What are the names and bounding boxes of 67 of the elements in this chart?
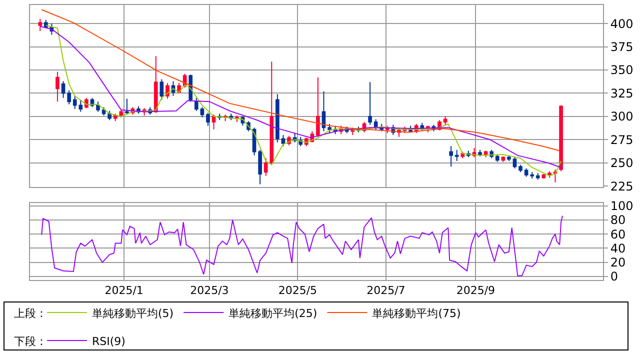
candlestick [258,149,262,185]
candlestick [113,113,118,122]
x-tick-label: 2025/9 [456,284,496,298]
y-tick-label: 375 [610,40,634,54]
text: RSI(9) [92,334,126,348]
y-tick-label: 250 [610,156,634,170]
y-tick-label: 350 [610,63,634,78]
candlestick [67,90,71,105]
candlestick [61,80,66,98]
candlestick [108,110,112,121]
candlestick [212,114,216,130]
y-tick-label: 400 [610,16,634,31]
candlestick [154,56,158,114]
candlestick [96,101,100,112]
y-tick-label: 100 [610,199,634,214]
candlestick [449,146,453,168]
candlestick [316,76,320,138]
y-tick-label: 80 [610,213,626,228]
candlestick [495,154,500,162]
candlestick [166,82,170,100]
x-tick-label: 2025/1 [104,284,144,298]
candlestick [512,156,517,169]
candlestick [200,106,204,118]
x-tick-label: 2025/7 [366,284,406,298]
legend-title: 下段： [14,335,47,348]
candlestick [56,71,60,102]
legend-label: 単純移動平均(25) [228,306,318,320]
candlestick [368,82,372,126]
x-tick-label: 2025/5 [278,284,318,298]
candlestick [125,98,129,116]
candlestick [188,74,193,102]
candlestick [264,158,268,176]
y-tick-label: 225 [610,179,634,194]
candlestick [530,172,534,180]
candlestick [270,61,274,166]
candlestick [553,168,558,183]
y-tick-label: 0 [610,270,618,284]
line-series [41,9,560,152]
candlestick [206,112,210,126]
legend-label: 単純移動平均(5) [92,306,174,320]
candlestick [322,90,326,132]
candlestick [276,94,280,143]
candlestick [478,149,482,157]
candlestick [160,78,164,100]
candlestick [524,168,528,178]
candlestick [281,134,286,147]
legend-title: 上段： [14,307,47,320]
candlestick [559,104,563,172]
candlestick [194,97,198,112]
x-tick-label: 2025/3 [190,284,229,298]
candlestick [518,164,522,173]
candlestick [501,156,506,162]
candlestick [454,149,459,162]
y-tick-label: 300 [610,110,634,124]
candlestick [536,172,540,180]
y-tick-label: 20 [610,256,626,270]
legend-label: 単純移動平均(75) [372,306,461,320]
y-tick-label: 60 [610,227,626,242]
candlestick [328,123,332,134]
line-series [41,215,563,276]
y-tick-label: 325 [610,86,634,100]
candlestick [443,116,448,126]
candlestick [507,154,511,162]
candlestick [460,151,465,159]
candlestick [38,18,42,32]
y-tick-label: 40 [610,241,626,256]
y-tick-label: 275 [610,132,634,147]
